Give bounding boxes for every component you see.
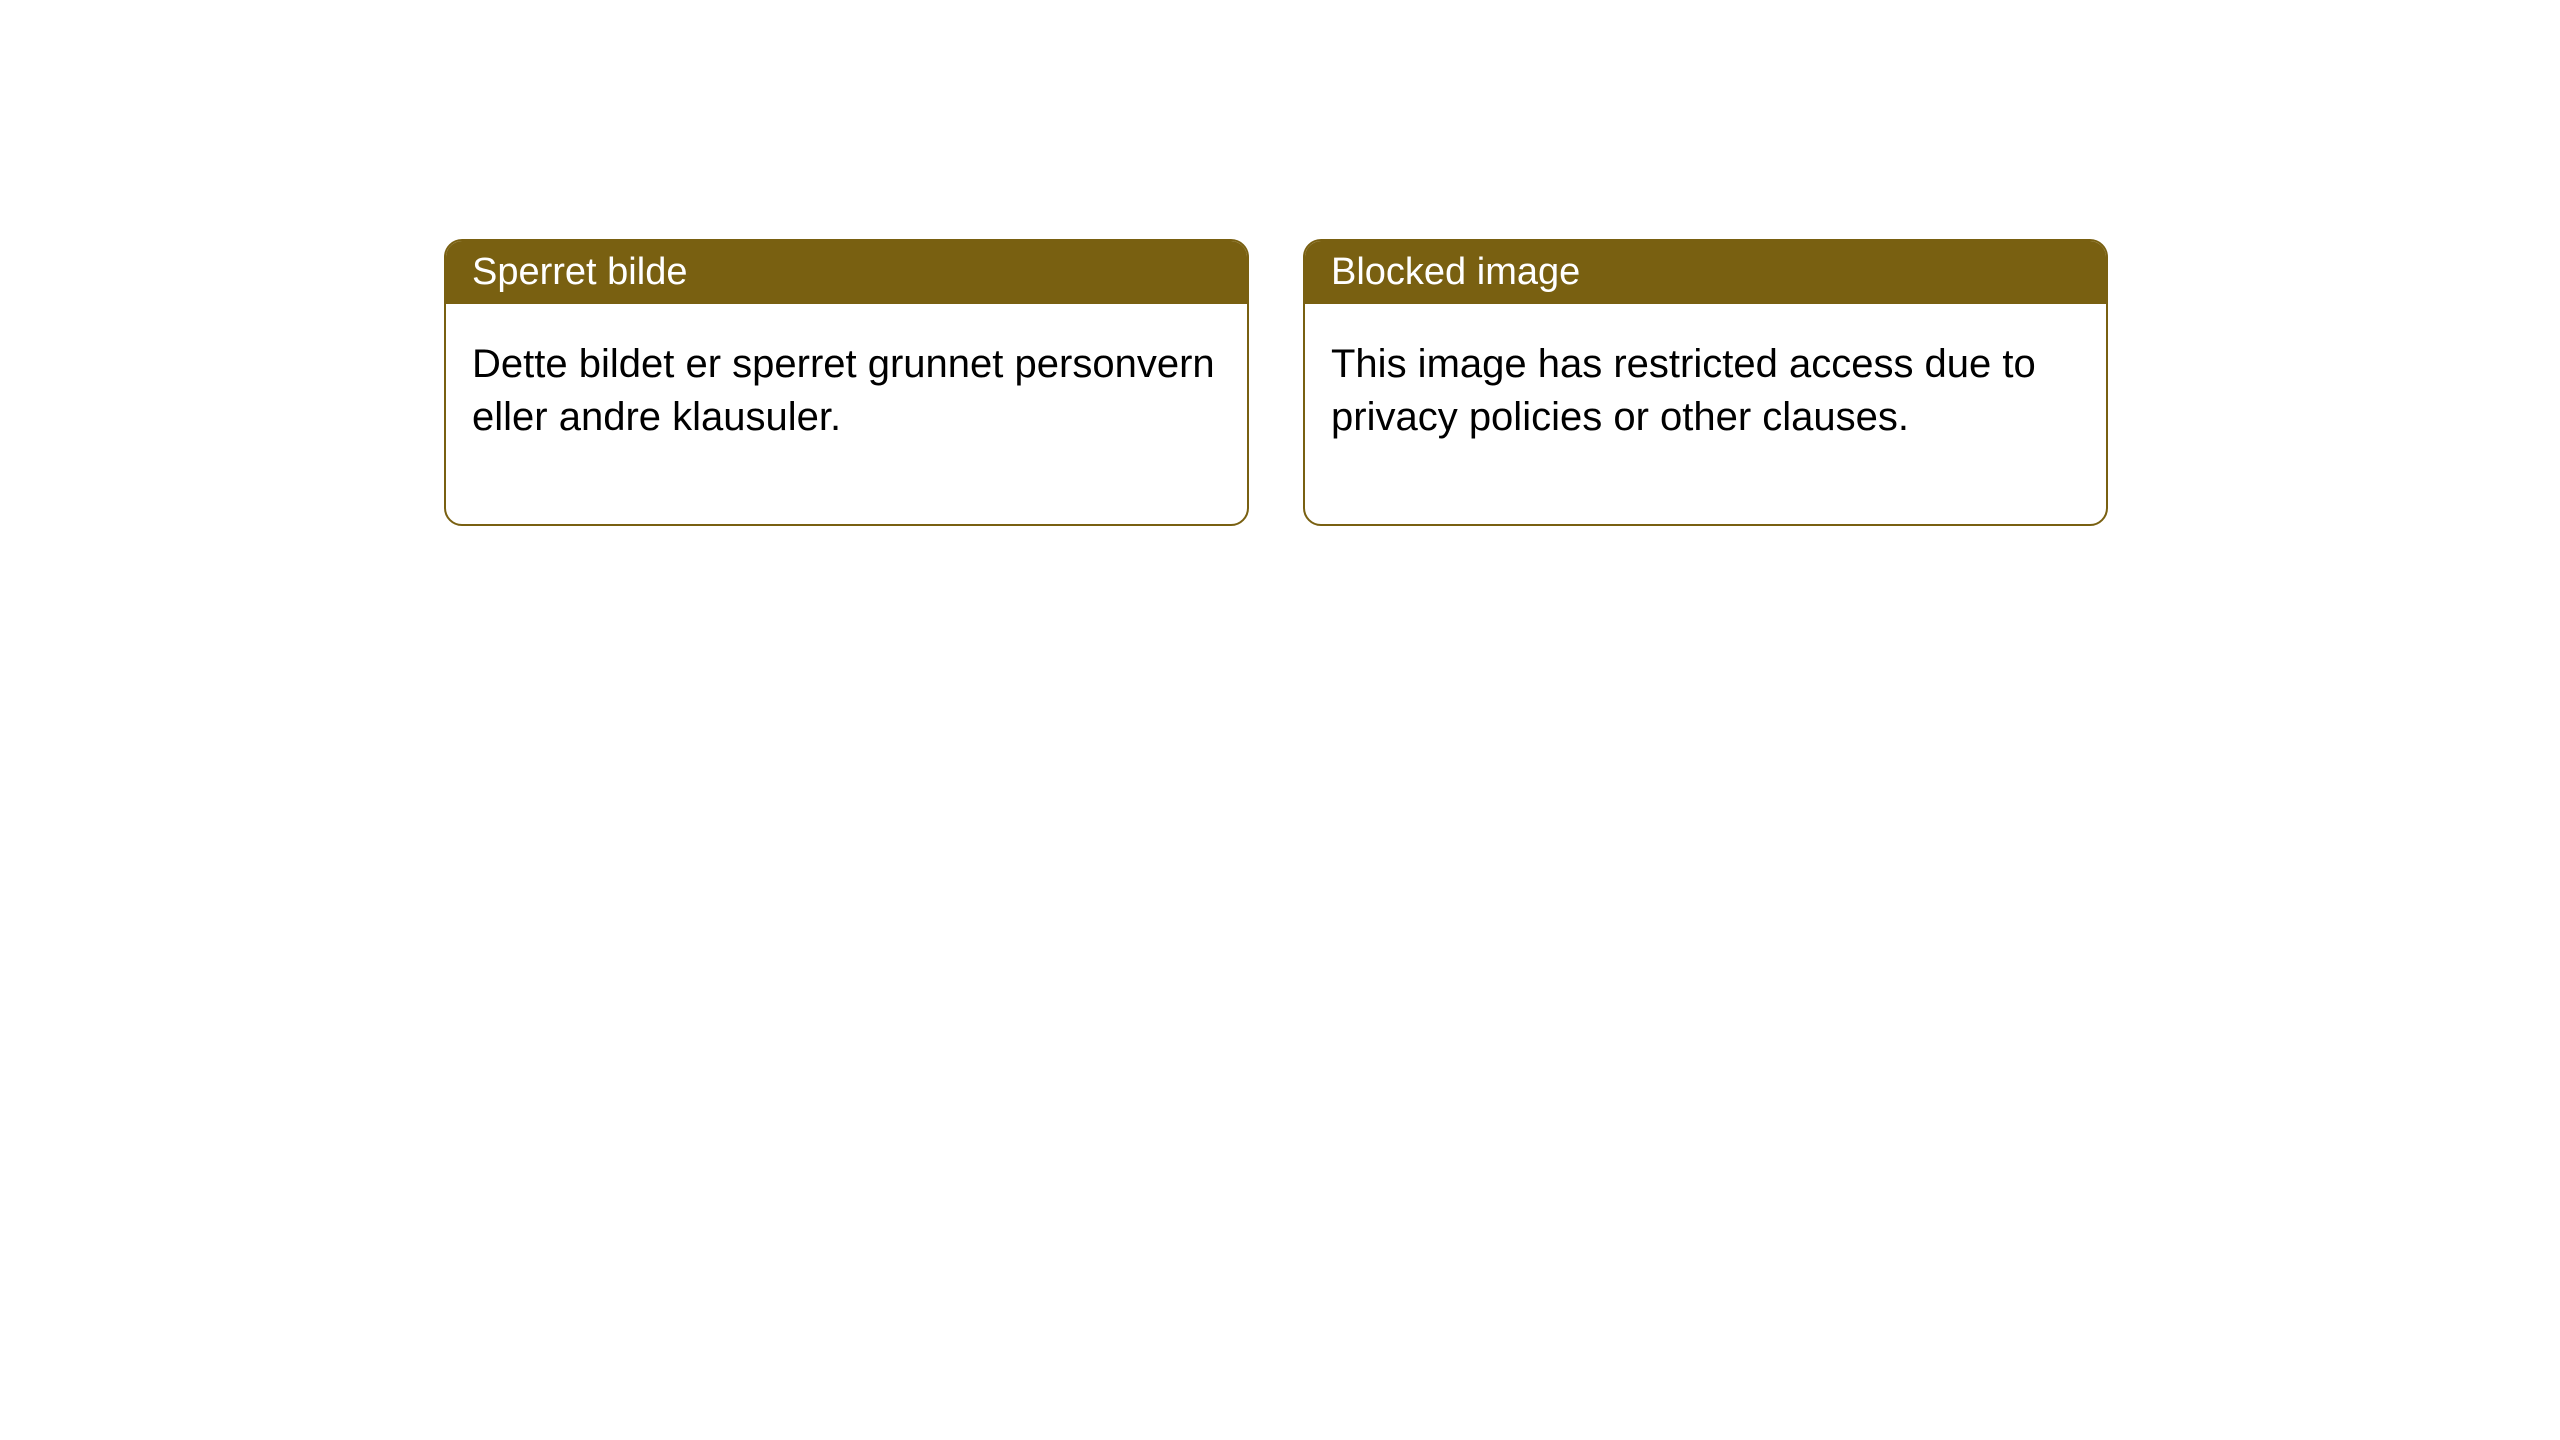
card-body-no: Dette bildet er sperret grunnet personve… bbox=[446, 304, 1247, 524]
blocked-image-cards: Sperret bilde Dette bildet er sperret gr… bbox=[444, 239, 2108, 526]
card-header-en: Blocked image bbox=[1305, 241, 2106, 304]
card-header-no: Sperret bilde bbox=[446, 241, 1247, 304]
card-body-en: This image has restricted access due to … bbox=[1305, 304, 2106, 524]
blocked-image-card-no: Sperret bilde Dette bildet er sperret gr… bbox=[444, 239, 1249, 526]
blocked-image-card-en: Blocked image This image has restricted … bbox=[1303, 239, 2108, 526]
